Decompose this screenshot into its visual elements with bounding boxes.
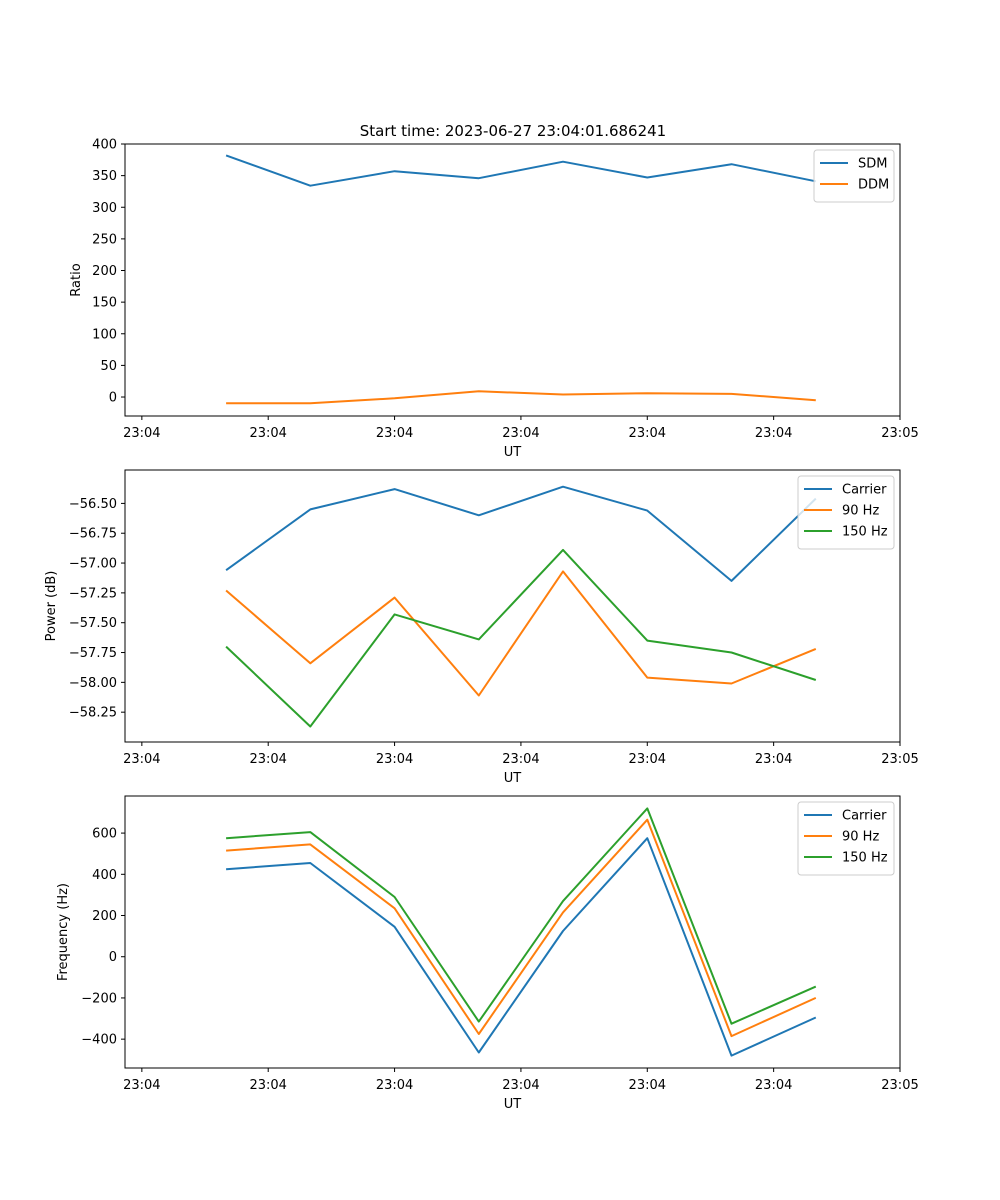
- x-tick-label: 23:04: [376, 1078, 413, 1093]
- axes-frame: [124, 143, 901, 417]
- axes-frame: [124, 469, 901, 743]
- x-tick-label: 23:04: [502, 426, 539, 441]
- series-line-sdm: [225, 154, 816, 187]
- legend-label-ddm: DDM: [858, 178, 889, 193]
- x-tick-label: 23:04: [123, 1078, 160, 1093]
- y-tick-label: 0: [109, 950, 117, 965]
- x-tick-label: 23:04: [249, 752, 286, 767]
- legend-label-150-hz: 150 Hz: [842, 851, 888, 866]
- y-axis-label: Power (dB): [44, 571, 59, 642]
- y-tick-label: −200: [81, 991, 117, 1006]
- power-chart: −58.25 −58.00 −57.75 −57.50 −57.25 −57.00 −56.…: [44, 469, 919, 786]
- y-tick-label: 400: [92, 138, 117, 153]
- y-tick-label: 300: [92, 201, 117, 216]
- y-tick-label: −58.25: [69, 706, 117, 721]
- legend-label-90-hz: 90 Hz: [842, 504, 879, 519]
- x-axis-label: UT: [504, 1097, 522, 1112]
- y-tick-label: −56.75: [69, 527, 117, 542]
- legend-label-sdm: SDM: [858, 157, 887, 172]
- x-tick-label: 23:05: [881, 1078, 918, 1093]
- y-tick-label: 150: [92, 296, 117, 311]
- y-tick-label: −56.50: [69, 497, 117, 512]
- series-line-carrier: [226, 837, 817, 1057]
- legend: Carrier 90 Hz 150 Hz: [797, 475, 895, 550]
- y-tick-label: 50: [100, 359, 117, 374]
- series-line-90-hz: [226, 818, 817, 1038]
- y-tick-label: 400: [92, 868, 117, 883]
- x-tick-label: 23:04: [123, 426, 160, 441]
- y-axis-label: Ratio: [69, 263, 84, 296]
- x-tick-label: 23:05: [881, 426, 918, 441]
- x-tick-label: 23:04: [755, 426, 792, 441]
- series-line-150-hz: [225, 548, 817, 728]
- legend-label-150-hz: 150 Hz: [842, 525, 888, 540]
- legend: Carrier 90 Hz 150 Hz: [797, 801, 895, 876]
- y-tick-label: −57.75: [69, 646, 117, 661]
- axes-frame: [124, 795, 901, 1069]
- frequency-chart: −400 −200 0 200 400 600 23:04 23:04 23:04 23:04 23…: [56, 795, 919, 1112]
- x-tick-label: 23:04: [755, 752, 792, 767]
- y-axis-label: Frequency (Hz): [56, 883, 71, 981]
- x-tick-label: 23:04: [502, 752, 539, 767]
- y-tick-label: 100: [92, 327, 117, 342]
- x-tick-label: 23:04: [629, 752, 666, 767]
- x-axis-label: UT: [504, 445, 522, 460]
- series-line-carrier: [225, 485, 817, 582]
- x-tick-label: 23:04: [755, 1078, 792, 1093]
- x-tick-label: 23:04: [249, 426, 286, 441]
- y-tick-label: 250: [92, 232, 117, 247]
- figure-title: Start time: 2023-06-27 23:04:01.686241: [360, 122, 666, 140]
- x-tick-label: 23:04: [123, 752, 160, 767]
- legend: SDM DDM: [813, 149, 895, 203]
- y-tick-label: −57.25: [69, 586, 117, 601]
- x-axis-label: UT: [504, 771, 522, 786]
- ratio-chart: 0 50 100 150 200 250 300 350 400 23:04 23:04 23:04 2…: [69, 138, 919, 461]
- legend-label-carrier: Carrier: [842, 483, 887, 498]
- series-line-90-hz: [225, 570, 817, 697]
- y-tick-label: 200: [92, 909, 117, 924]
- series-line-150-hz: [226, 807, 817, 1025]
- y-tick-label: −400: [81, 1033, 117, 1048]
- y-tick-label: 600: [92, 827, 117, 842]
- x-tick-label: 23:04: [376, 426, 413, 441]
- y-tick-label: 200: [92, 264, 117, 279]
- x-tick-label: 23:04: [629, 1078, 666, 1093]
- y-tick-label: −57.50: [69, 616, 117, 631]
- x-tick-label: 23:05: [881, 752, 918, 767]
- series-line-ddm: [226, 390, 816, 405]
- y-tick-label: 0: [109, 391, 117, 406]
- legend-label-carrier: Carrier: [842, 809, 887, 824]
- x-tick-label: 23:04: [502, 1078, 539, 1093]
- x-tick-label: 23:04: [376, 752, 413, 767]
- legend-label-90-hz: 90 Hz: [842, 830, 879, 845]
- y-tick-label: 350: [92, 169, 117, 184]
- y-tick-label: −57.00: [69, 557, 117, 572]
- x-tick-label: 23:04: [249, 1078, 286, 1093]
- x-tick-label: 23:04: [629, 426, 666, 441]
- y-tick-label: −58.00: [69, 676, 117, 691]
